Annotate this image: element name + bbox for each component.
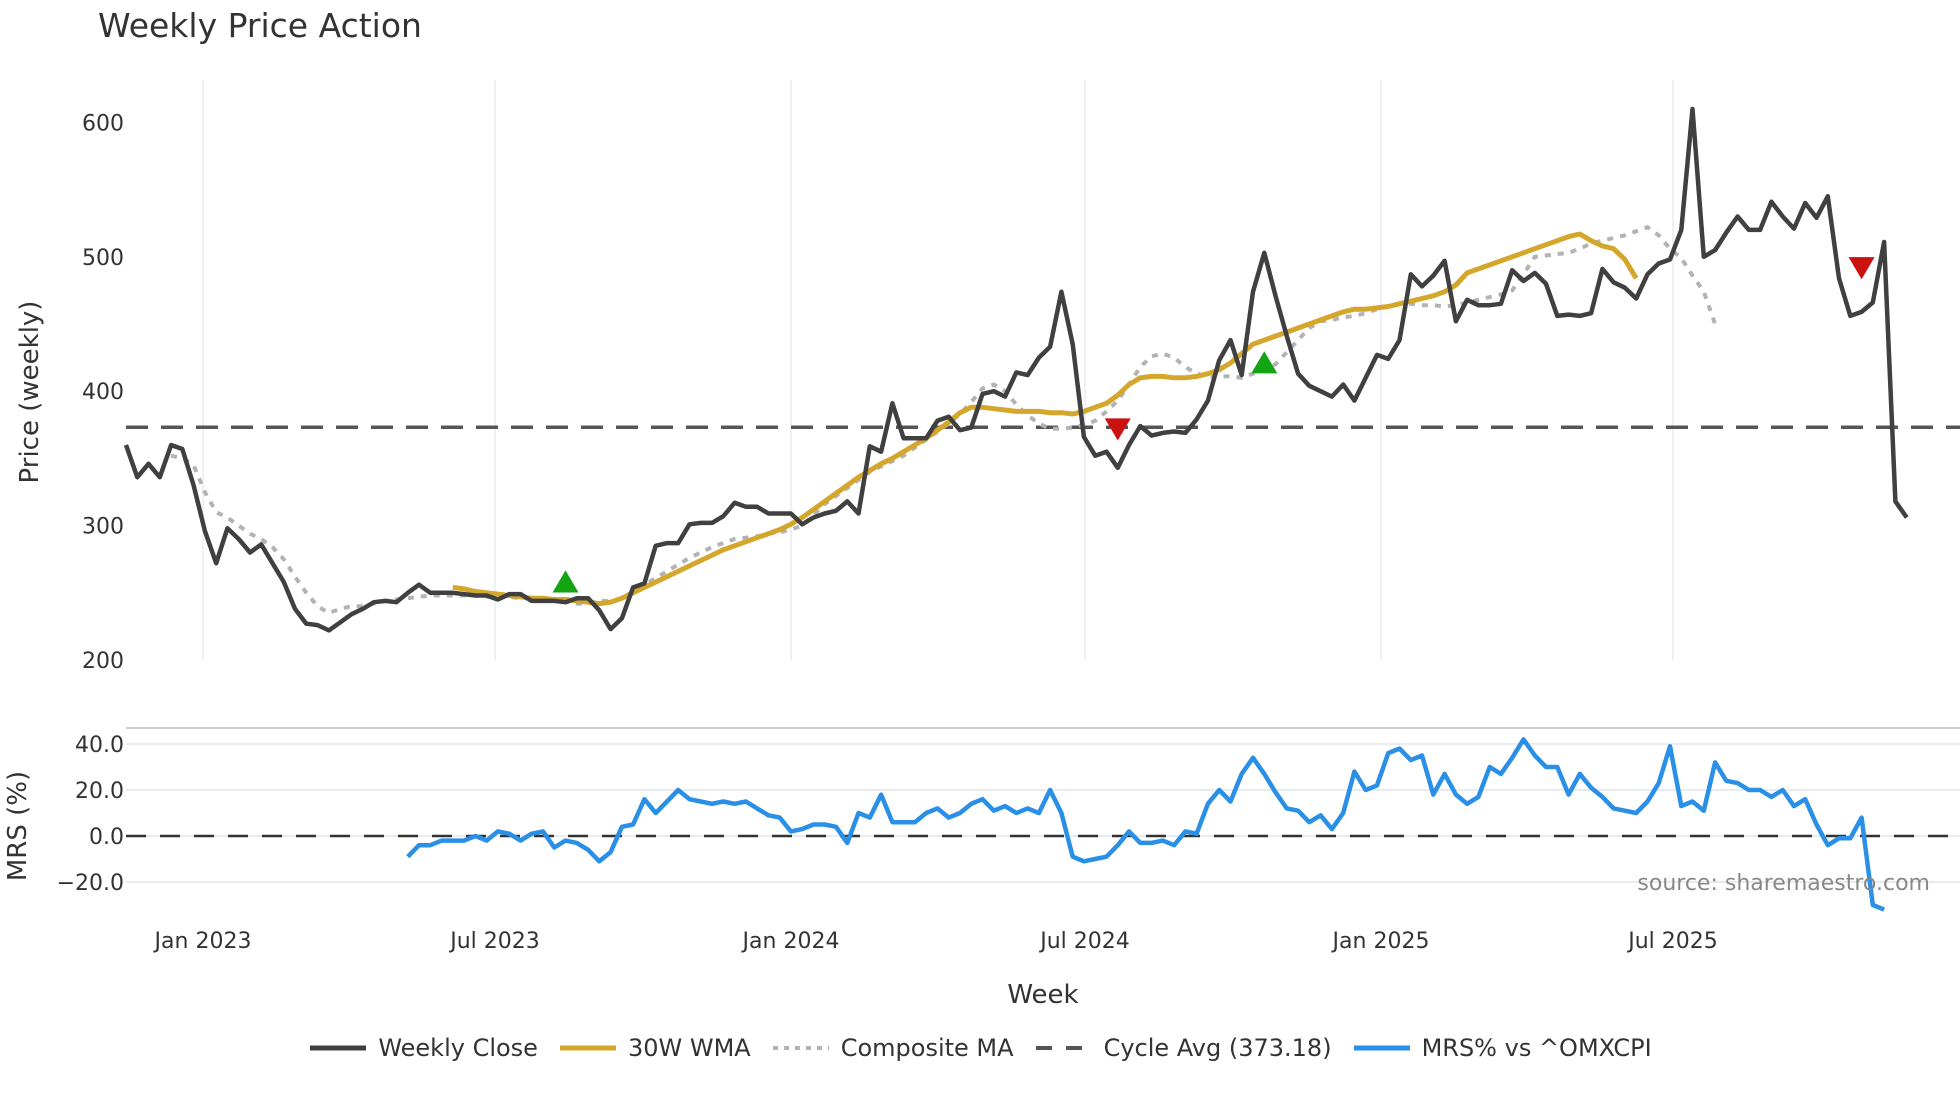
composite-swatch-icon xyxy=(772,1046,829,1050)
price-y-axis-ticks: 200 300 400 500 600 xyxy=(82,111,124,674)
x-tick-label: Jul 2023 xyxy=(448,929,540,954)
x-axis-title: Week xyxy=(1007,980,1078,1010)
mrs-y-tick-label: 40.0 xyxy=(75,733,124,758)
legend-item-cycle[interactable]: Cycle Avg (373.18) xyxy=(1034,1034,1332,1062)
legend: Weekly Close 30W WMA Composite MA Cycle Avg… xyxy=(0,1034,1960,1062)
weekly-close-line xyxy=(123,106,1909,633)
buy-signal-triangle-up-icon xyxy=(552,570,579,593)
legend-label: MRS% vs ^OMXCPI xyxy=(1421,1034,1652,1062)
price-y-tick-label: 600 xyxy=(82,111,124,136)
buy-signal-triangle-up-icon xyxy=(1251,351,1278,374)
sell-signal-triangle-down-icon xyxy=(1848,257,1875,280)
legend-label: 30W WMA xyxy=(627,1034,751,1062)
legend-item-close[interactable]: Weekly Close xyxy=(308,1034,538,1062)
mrs-y-axis-title: MRS (%) xyxy=(3,771,33,881)
sell-signal-triangle-down-icon xyxy=(1104,418,1131,441)
mrs-swatch-icon xyxy=(1353,1045,1410,1051)
legend-item-composite[interactable]: Composite MA xyxy=(771,1034,1014,1062)
x-tick-label: Jul 2024 xyxy=(1038,929,1130,954)
wma-swatch-icon xyxy=(559,1045,616,1051)
x-axis-ticks: Jan 2023 Jul 2023 Jan 2024 Jul 2024 Jan 2025… xyxy=(153,929,1718,954)
x-tick-label: Jan 2025 xyxy=(1331,929,1430,954)
chart-title: Weekly Price Action xyxy=(98,6,422,45)
price-y-axis-title: Price (weekly) xyxy=(15,301,45,484)
price-y-tick-label: 400 xyxy=(82,380,124,405)
mrs-y-axis-ticks: −20.0 0.0 20.0 40.0 xyxy=(57,733,124,896)
x-tick-label: Jan 2024 xyxy=(741,929,840,954)
mrs-y-tick-label: 20.0 xyxy=(75,779,124,804)
price-y-tick-label: 500 xyxy=(82,246,124,271)
legend-label: Cycle Avg (373.18) xyxy=(1103,1034,1332,1062)
x-tick-label: Jan 2023 xyxy=(153,929,252,954)
price-gridlines xyxy=(202,80,1674,660)
legend-label: Weekly Close xyxy=(378,1034,538,1062)
source-attribution: source: sharemaestro.com xyxy=(1637,871,1930,896)
x-tick-label: Jul 2025 xyxy=(1626,929,1718,954)
mrs-gridlines xyxy=(126,743,1960,883)
close-swatch-icon xyxy=(310,1045,367,1051)
legend-item-wma[interactable]: 30W WMA xyxy=(558,1034,751,1062)
legend-label: Composite MA xyxy=(840,1034,1014,1062)
price-y-tick-label: 300 xyxy=(82,515,124,540)
legend-item-mrs[interactable]: MRS% vs ^OMXCPI xyxy=(1352,1034,1652,1062)
mrs-y-tick-label: −20.0 xyxy=(57,871,124,896)
cycle-swatch-icon xyxy=(1035,1046,1092,1050)
mrs-y-tick-label: 0.0 xyxy=(89,825,124,850)
signal-markers xyxy=(552,257,1875,593)
price-y-tick-label: 200 xyxy=(82,649,124,674)
mrs-line xyxy=(406,737,1885,912)
wma-30w-line xyxy=(452,231,1639,607)
